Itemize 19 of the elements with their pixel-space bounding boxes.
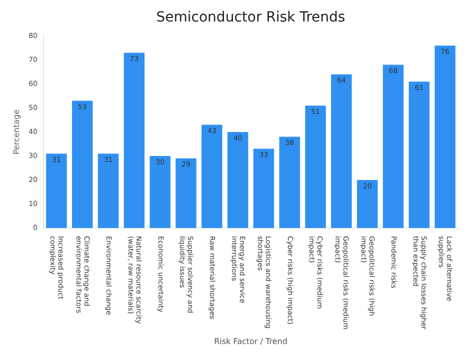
bar: [150, 156, 170, 228]
bar: [356, 180, 378, 228]
bar: [253, 148, 274, 228]
bar: [98, 154, 119, 228]
bar: [331, 74, 352, 228]
bar: [202, 124, 222, 228]
bar: [382, 64, 404, 228]
bar: [408, 82, 430, 228]
bar: [279, 136, 300, 228]
bar: [46, 154, 67, 228]
bar: [124, 52, 145, 228]
chart-title: Semiconductor Risk Trends: [156, 10, 346, 26]
bar: [227, 132, 248, 228]
bar: [305, 106, 326, 228]
bar: [72, 100, 93, 228]
bar: [176, 158, 196, 228]
y-axis-title: Percentage: [12, 109, 21, 155]
bar: [434, 46, 456, 228]
x-axis-title: Risk Factor / Trend: [214, 337, 288, 346]
